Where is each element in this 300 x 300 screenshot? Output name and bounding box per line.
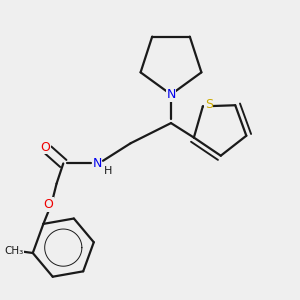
Text: N: N	[166, 88, 176, 101]
Text: N: N	[92, 157, 102, 170]
Text: O: O	[43, 198, 53, 211]
Text: H: H	[103, 166, 112, 176]
Text: O: O	[40, 141, 50, 154]
Text: CH₃: CH₃	[4, 246, 23, 256]
Text: S: S	[205, 98, 213, 111]
